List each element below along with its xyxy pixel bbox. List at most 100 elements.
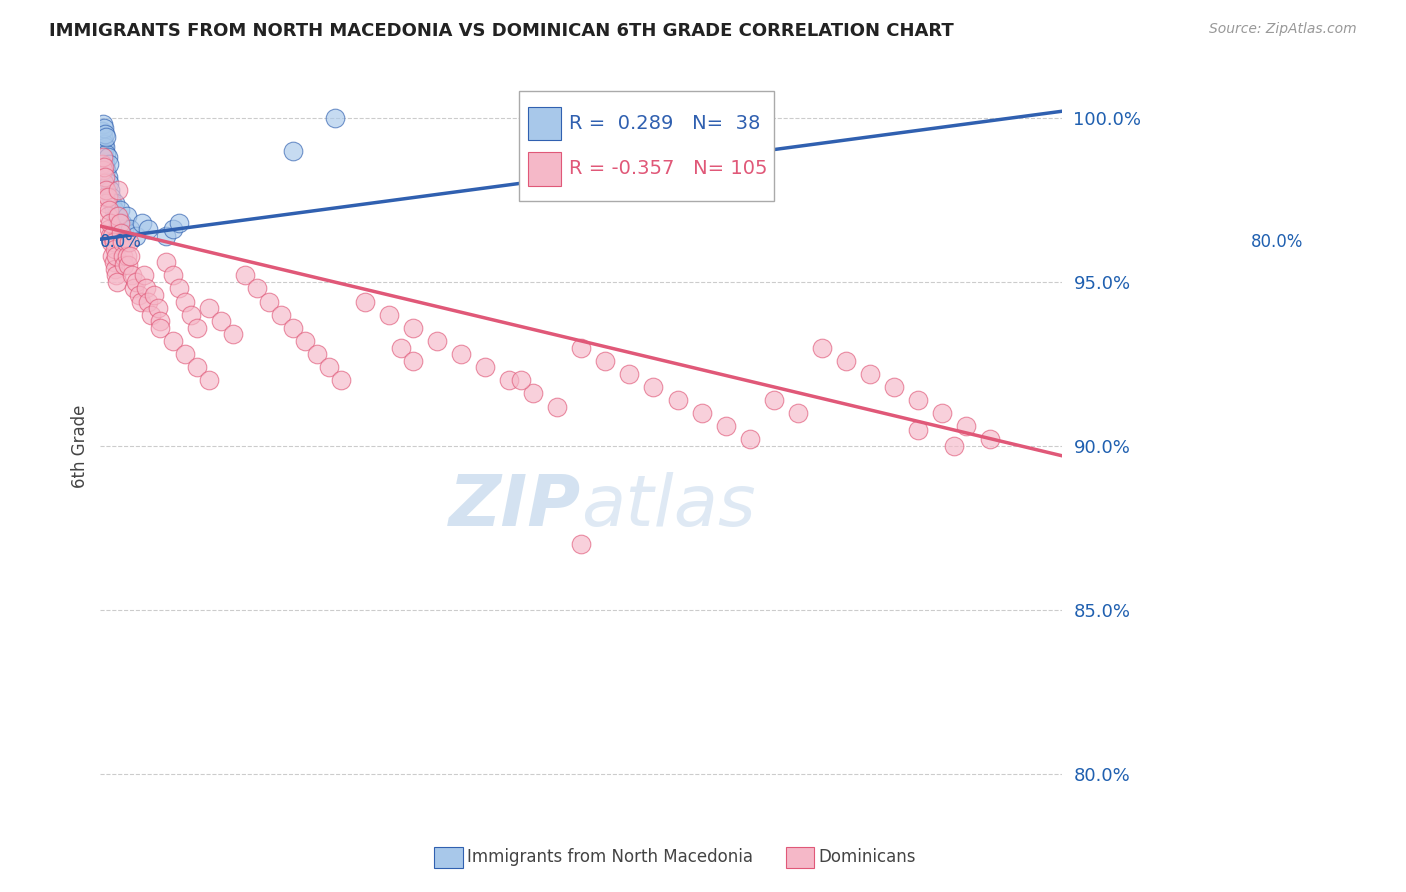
- Point: [91, 130, 114, 145]
- Point: [129, 294, 152, 309]
- Point: [121, 268, 143, 283]
- Point: [103, 255, 125, 269]
- Point: [104, 249, 127, 263]
- Point: [595, 353, 617, 368]
- Text: 0.0%: 0.0%: [100, 233, 142, 252]
- Point: [135, 281, 157, 295]
- Text: R =  0.289   N=  38: R = 0.289 N= 38: [569, 114, 761, 133]
- Point: [107, 183, 129, 197]
- Point: [155, 228, 177, 243]
- Point: [139, 308, 162, 322]
- Point: [128, 288, 150, 302]
- Point: [714, 419, 737, 434]
- Point: [96, 183, 118, 197]
- Point: [522, 386, 544, 401]
- Point: [97, 222, 120, 236]
- Point: [323, 111, 346, 125]
- Point: [97, 202, 120, 217]
- Y-axis label: 6th Grade: 6th Grade: [72, 404, 89, 488]
- Point: [149, 314, 172, 328]
- Point: [90, 134, 112, 148]
- Point: [546, 400, 568, 414]
- Point: [97, 157, 120, 171]
- Point: [96, 196, 118, 211]
- FancyBboxPatch shape: [529, 107, 561, 140]
- Point: [93, 150, 115, 164]
- Point: [94, 140, 117, 154]
- Point: [104, 209, 127, 223]
- Point: [100, 189, 122, 203]
- Point: [93, 136, 115, 151]
- Point: [221, 327, 243, 342]
- Point: [115, 249, 138, 263]
- Point: [112, 259, 135, 273]
- Point: [91, 150, 114, 164]
- FancyBboxPatch shape: [529, 153, 561, 186]
- Point: [96, 163, 118, 178]
- Point: [112, 249, 135, 263]
- Point: [281, 144, 304, 158]
- Point: [115, 209, 138, 223]
- Point: [104, 242, 127, 256]
- Point: [91, 117, 114, 131]
- Point: [762, 392, 785, 407]
- Point: [111, 216, 134, 230]
- Point: [354, 294, 377, 309]
- Point: [117, 259, 139, 273]
- Point: [643, 380, 665, 394]
- Point: [329, 373, 352, 387]
- Point: [138, 294, 160, 309]
- Point: [786, 406, 808, 420]
- Point: [197, 373, 219, 387]
- Point: [98, 228, 121, 243]
- Point: [97, 177, 120, 191]
- Point: [98, 216, 121, 230]
- Point: [167, 216, 190, 230]
- Point: [120, 222, 142, 236]
- Point: [131, 216, 153, 230]
- Point: [907, 392, 929, 407]
- Point: [111, 235, 134, 250]
- FancyBboxPatch shape: [519, 91, 773, 201]
- Point: [103, 235, 125, 250]
- Text: Immigrants from North Macedonia: Immigrants from North Macedonia: [467, 848, 752, 866]
- Point: [186, 321, 208, 335]
- Point: [246, 281, 269, 295]
- Point: [93, 120, 115, 135]
- Point: [108, 216, 131, 230]
- Point: [979, 433, 1001, 447]
- Point: [197, 301, 219, 315]
- Point: [162, 268, 184, 283]
- Point: [180, 308, 202, 322]
- Point: [569, 341, 592, 355]
- Point: [173, 294, 195, 309]
- Point: [305, 347, 328, 361]
- Point: [94, 127, 117, 141]
- Point: [173, 347, 195, 361]
- Point: [146, 301, 169, 315]
- Point: [90, 124, 112, 138]
- Point: [110, 226, 132, 240]
- Point: [209, 314, 232, 328]
- Point: [94, 169, 117, 184]
- Point: [93, 160, 115, 174]
- Point: [162, 334, 184, 348]
- Point: [107, 209, 129, 223]
- Point: [666, 392, 689, 407]
- Point: [426, 334, 449, 348]
- Point: [498, 373, 520, 387]
- Point: [114, 235, 136, 250]
- Point: [105, 275, 128, 289]
- Point: [132, 268, 155, 283]
- Point: [835, 353, 858, 368]
- Point: [100, 235, 122, 250]
- Point: [101, 196, 124, 211]
- Point: [233, 268, 256, 283]
- Text: Source: ZipAtlas.com: Source: ZipAtlas.com: [1209, 22, 1357, 37]
- Point: [402, 353, 425, 368]
- Point: [402, 321, 425, 335]
- Point: [98, 183, 121, 197]
- Point: [389, 341, 412, 355]
- Point: [94, 189, 117, 203]
- Point: [138, 222, 160, 236]
